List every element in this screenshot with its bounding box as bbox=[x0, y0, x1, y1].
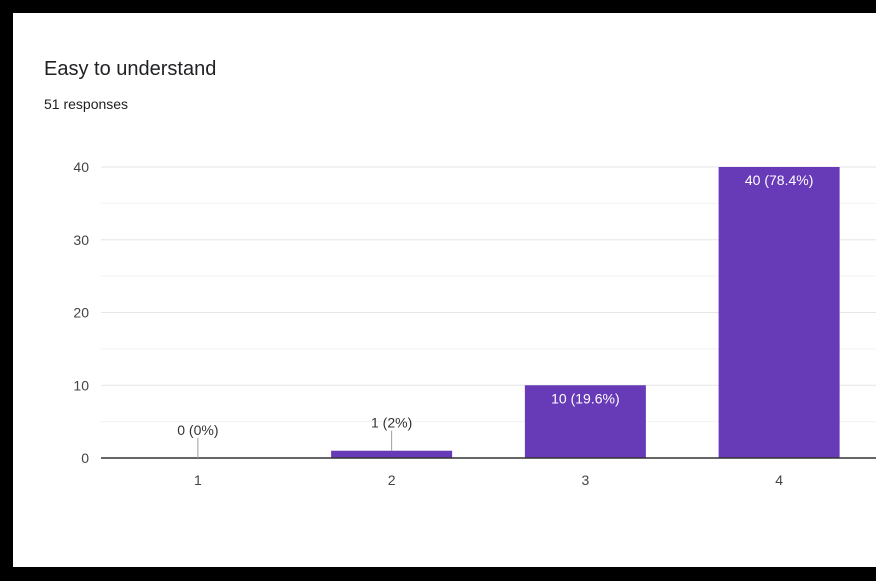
data-labels: 0 (0%) 1 (2%) 10 (19.6%) 40 (78.4%) bbox=[177, 172, 813, 458]
y-tick-label: 10 bbox=[73, 377, 89, 393]
bar-2 bbox=[331, 450, 453, 458]
x-tick-label-3: 3 bbox=[581, 472, 589, 488]
y-tick-label: 30 bbox=[73, 232, 89, 248]
x-tick-label-4: 4 bbox=[775, 472, 783, 488]
x-tick-label-2: 2 bbox=[388, 472, 396, 488]
y-tick-label: 40 bbox=[73, 159, 89, 175]
bar-chart: 0 10 20 30 40 1 2 3 4 0 (0%) 1 (2%) 10 (19.6%) 40 … bbox=[73, 159, 876, 488]
x-tick-label-1: 1 bbox=[194, 472, 202, 488]
data-label-3: 10 (19.6%) bbox=[551, 390, 619, 406]
bars bbox=[331, 167, 840, 458]
bar-4 bbox=[718, 167, 840, 458]
y-tick-label: 20 bbox=[73, 305, 89, 321]
response-count: 51 responses bbox=[44, 96, 129, 112]
x-axis-ticks: 1 2 3 4 bbox=[194, 472, 783, 488]
chart-title: Easy to understand bbox=[44, 58, 217, 80]
chart-card: Easy to understand 51 responses 0 10 20 30 4… bbox=[13, 13, 876, 567]
data-label-1: 0 (0%) bbox=[177, 422, 218, 438]
data-label-2: 1 (2%) bbox=[371, 415, 412, 431]
y-tick-label: 0 bbox=[81, 450, 89, 466]
data-label-4: 40 (78.4%) bbox=[745, 172, 813, 188]
y-axis-ticks: 0 10 20 30 40 bbox=[73, 159, 89, 466]
bar-3 bbox=[524, 385, 646, 458]
